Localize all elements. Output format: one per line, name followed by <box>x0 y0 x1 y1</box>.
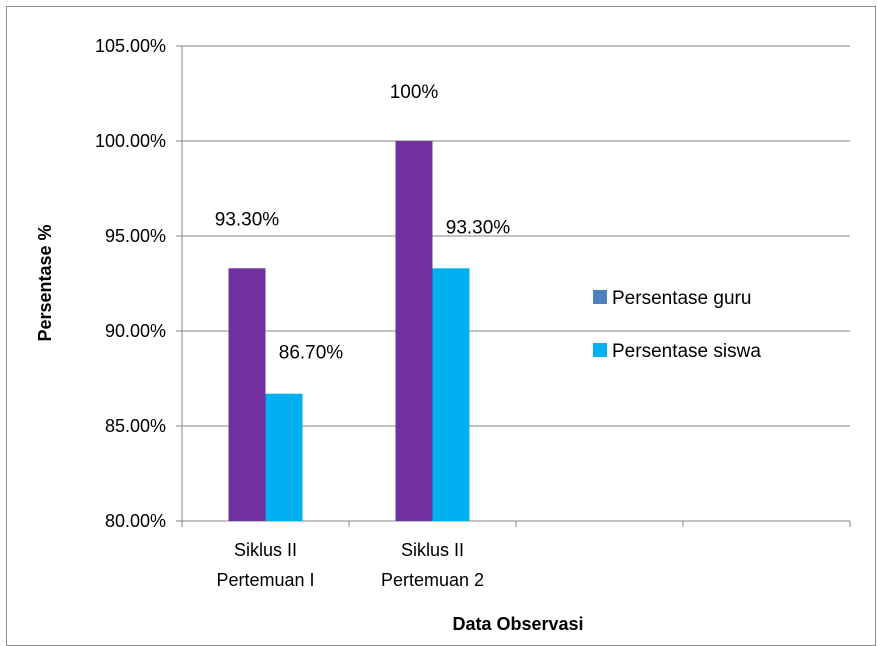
legend: Persentase guru Persentase siswa <box>593 288 761 362</box>
y-tick-label: 90.00% <box>105 321 166 341</box>
legend-swatch <box>593 290 607 304</box>
y-tick-label: 80.00% <box>105 511 166 531</box>
x-tick-label: Siklus II <box>401 540 464 560</box>
x-axis-title: Data Observasi <box>452 614 583 634</box>
bar <box>432 268 470 521</box>
bar <box>395 141 433 521</box>
y-tick-label: 100.00% <box>95 131 166 151</box>
legend-label: Persentase siswa <box>612 341 761 362</box>
data-label: 86.70% <box>279 343 344 364</box>
legend-label: Persentase guru <box>612 288 751 309</box>
bars <box>228 141 470 521</box>
x-tick-label: Pertemuan I <box>216 570 314 590</box>
y-tick-label: 105.00% <box>95 36 166 56</box>
data-label: 93.30% <box>446 217 511 238</box>
data-label: 100% <box>390 82 439 103</box>
bar <box>265 393 303 521</box>
x-tick-labels: Siklus II Pertemuan I Siklus II Pertemuan 2 <box>216 540 484 590</box>
y-tick-label: 95.00% <box>105 226 166 246</box>
y-tick-labels: 80.00% 85.00% 90.00% 95.00% 100.00% 105.00% <box>95 36 166 531</box>
y-tick-label: 85.00% <box>105 416 166 436</box>
grid-lines <box>182 45 850 427</box>
x-tick-label: Pertemuan 2 <box>381 570 484 590</box>
legend-swatch <box>593 343 607 357</box>
data-labels: 93.30% 100% 86.70% 93.30% <box>215 82 511 364</box>
bar <box>228 268 266 521</box>
x-tick-label: Siklus II <box>234 540 297 560</box>
data-label: 93.30% <box>215 209 280 230</box>
y-axis-title: Persentase % <box>35 224 55 341</box>
